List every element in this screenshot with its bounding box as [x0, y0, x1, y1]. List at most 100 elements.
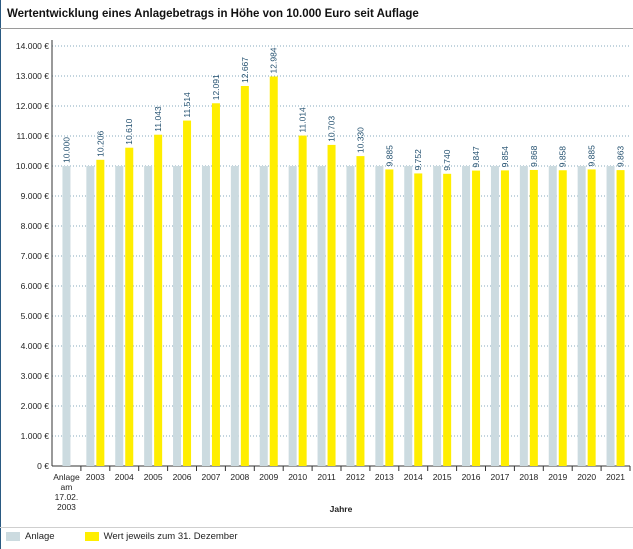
- x-tick-label: 2015: [433, 472, 452, 482]
- y-tick-label: 8.000 €: [21, 221, 50, 231]
- bar-anlage: [462, 166, 471, 466]
- data-label: 9.863: [616, 146, 626, 168]
- data-label: 12.984: [269, 47, 279, 73]
- bar-wert: [154, 134, 163, 466]
- x-tick-label: 2006: [173, 472, 192, 482]
- legend-swatch-wert: [84, 532, 99, 541]
- bar-wert: [211, 103, 220, 467]
- data-label: 11.514: [182, 92, 192, 118]
- bar-anlage: [201, 166, 210, 466]
- y-tick-label: 4.000 €: [21, 341, 50, 351]
- x-tick-label: 2011: [317, 472, 336, 482]
- legend-swatch-anlage: [6, 532, 20, 541]
- y-tick-label: 7.000 €: [21, 251, 50, 261]
- bar-wert: [385, 169, 394, 466]
- data-label: 9.847: [471, 146, 481, 168]
- x-tick-label: 2014: [404, 472, 423, 482]
- title-divider: [0, 28, 633, 29]
- x-tick-label: 2008: [230, 472, 249, 482]
- y-tick-label: 10.000 €: [16, 161, 49, 171]
- bar-wert: [616, 170, 625, 467]
- x-axis-title: Jahre: [330, 504, 353, 514]
- data-label: 12.667: [240, 57, 250, 83]
- bar-anlage: [577, 166, 586, 466]
- chart-title: Wertentwicklung eines Anlagebetrags in H…: [7, 8, 419, 20]
- x-tick-label: 2003: [86, 472, 105, 482]
- y-tick-label: 14.000 €: [16, 41, 49, 51]
- bar-wert: [240, 85, 249, 467]
- legend-divider: [0, 527, 633, 528]
- x-tick-label: 2007: [201, 472, 220, 482]
- bar-wert: [558, 170, 567, 466]
- bar-anlage: [288, 166, 297, 466]
- y-tick-label: 5.000 €: [21, 311, 50, 321]
- x-tick-label: 2010: [288, 472, 307, 482]
- legend-item-wert: Wert jeweils zum 31. Dezember: [84, 531, 238, 542]
- data-label: 10.206: [95, 131, 105, 157]
- data-label: 9.740: [442, 149, 452, 171]
- bar-anlage: [346, 166, 355, 466]
- data-label: 10.610: [124, 118, 134, 144]
- legend-item-anlage: Anlage: [6, 531, 55, 542]
- chart-legend: Anlage Wert jeweils zum 31. Dezember: [6, 531, 262, 542]
- bar-wert: [96, 159, 105, 466]
- data-label: 9.858: [558, 146, 568, 168]
- x-tick-label: 2009: [259, 472, 278, 482]
- bar-wert: [529, 169, 538, 466]
- data-label: 11.014: [298, 107, 308, 133]
- x-tick-label: 2004: [115, 472, 134, 482]
- x-tick-label: 2016: [462, 472, 481, 482]
- x-tick-label: 2003: [57, 502, 76, 512]
- bar-anlage: [173, 166, 182, 466]
- data-label: 12.091: [211, 74, 221, 100]
- data-label: 9.854: [500, 146, 510, 168]
- bar-anlage: [375, 166, 384, 466]
- bar-wert: [183, 120, 192, 466]
- bar-wert: [298, 135, 307, 466]
- x-tick-label: 2018: [519, 472, 538, 482]
- x-tick-label: 2020: [577, 472, 596, 482]
- legend-label-anlage: Anlage: [25, 531, 55, 542]
- bar-anlage: [433, 166, 442, 466]
- y-tick-label: 1.000 €: [21, 431, 50, 441]
- x-tick-label: 2012: [346, 472, 365, 482]
- bar-anlage: [62, 166, 71, 466]
- data-label: 9.752: [413, 149, 423, 171]
- bar-wert: [327, 144, 336, 466]
- bar-wert: [414, 173, 423, 466]
- bar-anlage: [548, 166, 557, 466]
- bar-anlage: [86, 166, 95, 466]
- bar-anlage: [230, 166, 239, 466]
- y-tick-label: 2.000 €: [21, 401, 50, 411]
- bar-wert: [472, 170, 481, 466]
- data-label: 10.330: [355, 127, 365, 153]
- bar-wert: [125, 147, 134, 466]
- bar-anlage: [144, 166, 153, 466]
- y-tick-label: 6.000 €: [21, 281, 50, 291]
- data-label: 9.885: [384, 145, 394, 167]
- y-tick-label: 12.000 €: [16, 101, 49, 111]
- data-label: 9.868: [529, 145, 539, 167]
- x-tick-label: 2005: [144, 472, 163, 482]
- x-tick-label: 2017: [490, 472, 509, 482]
- bar-anlage: [115, 166, 124, 466]
- x-tick-label: 17.02.: [55, 492, 79, 502]
- bar-anlage: [317, 166, 326, 466]
- bar-anlage: [606, 166, 615, 466]
- bar-wert: [356, 156, 365, 466]
- x-tick-label: am: [61, 482, 73, 492]
- data-label: 10.000: [61, 137, 71, 163]
- bar-anlage: [259, 166, 268, 466]
- bar-wert: [269, 76, 278, 466]
- x-tick-label: 2013: [375, 472, 394, 482]
- bar-anlage: [404, 166, 413, 466]
- y-tick-label: 3.000 €: [21, 371, 50, 381]
- bar-anlage: [519, 166, 528, 466]
- y-tick-label: 13.000 €: [16, 71, 49, 81]
- y-tick-label: 9.000 €: [21, 191, 50, 201]
- x-tick-label: Anlage: [53, 472, 80, 482]
- data-label: 10.703: [327, 116, 337, 142]
- bar-chart: 0 € 1.000 € 2.000 € 3.000 € 4.000 € 5.000 € 6.…: [16, 40, 631, 514]
- bar-anlage: [490, 166, 499, 466]
